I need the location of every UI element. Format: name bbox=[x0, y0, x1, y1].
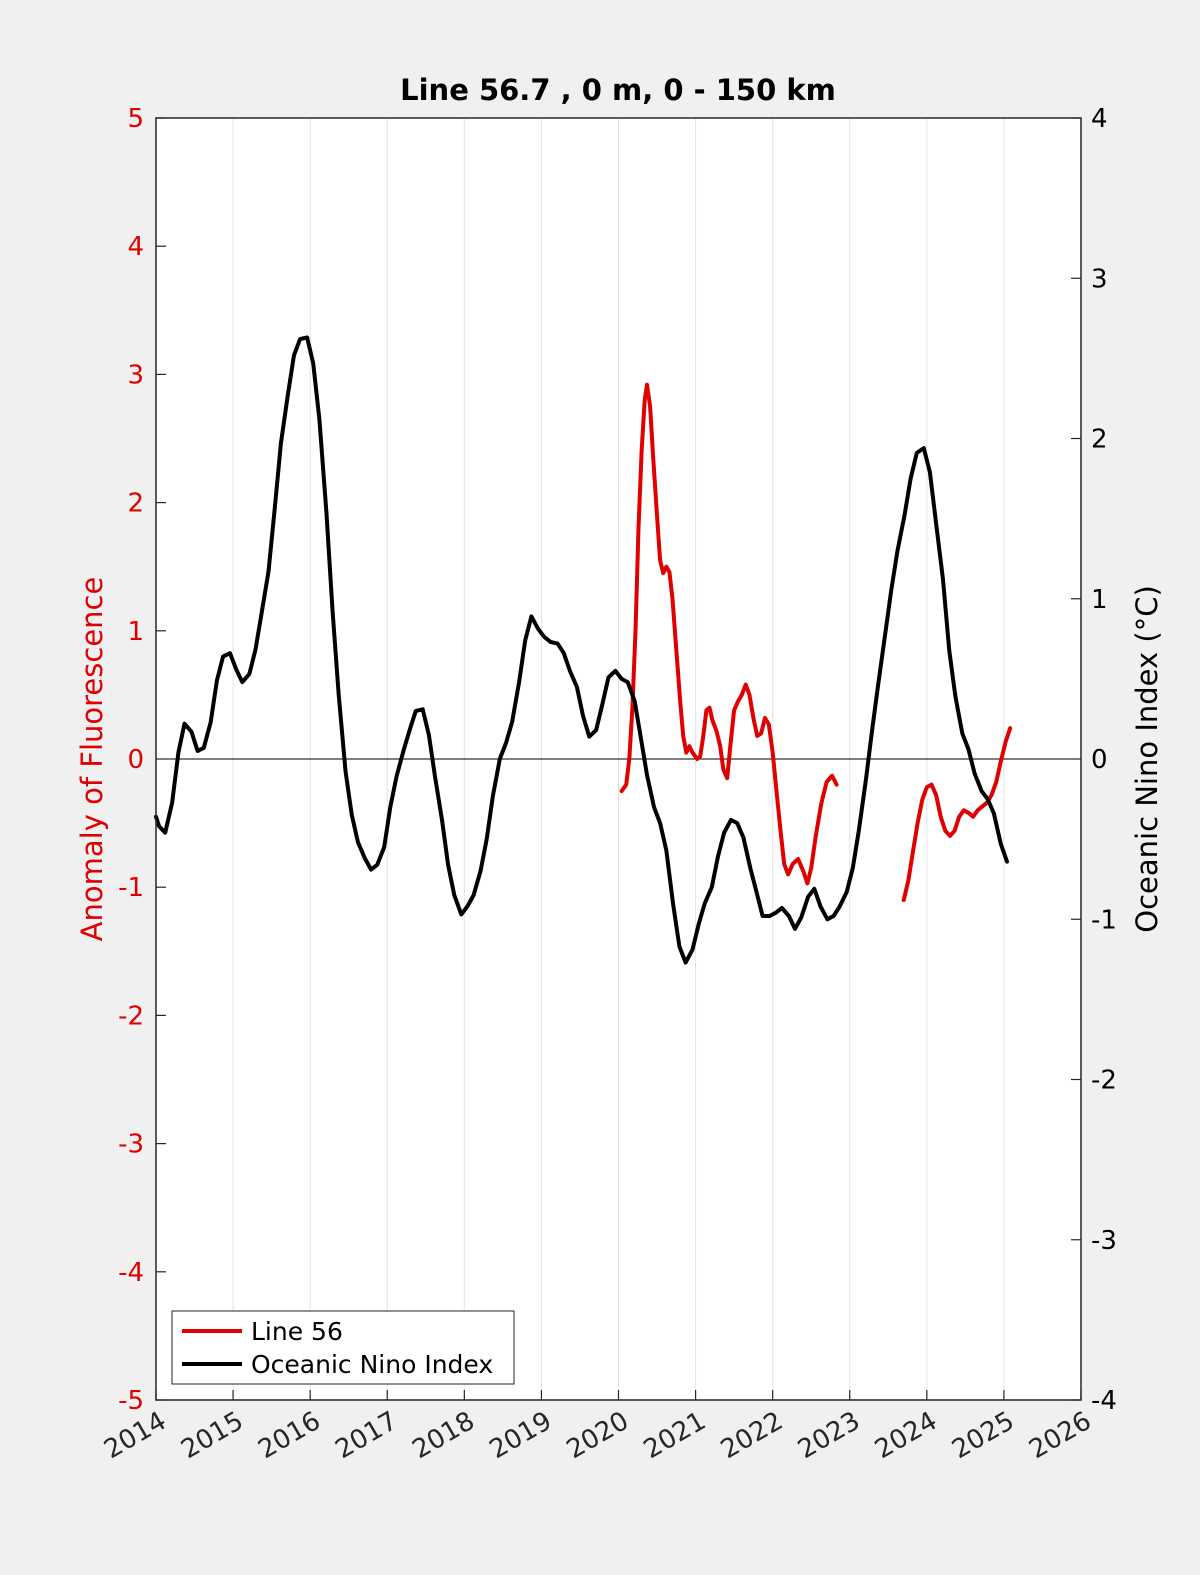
right-tick-label--4: -4 bbox=[1091, 1386, 1117, 1416]
legend: Line 56 Oceanic Nino Index bbox=[171, 1310, 515, 1385]
left-tick-label-3: 3 bbox=[127, 360, 144, 390]
right-tick-label--3: -3 bbox=[1091, 1226, 1117, 1256]
right-tick-label-3: 3 bbox=[1091, 264, 1108, 294]
legend-label-line-56: Line 56 bbox=[251, 1317, 343, 1346]
series-line-line-56-1 bbox=[901, 726, 1013, 902]
right-tick-label-4: 4 bbox=[1091, 104, 1108, 134]
series-lines bbox=[154, 335, 1013, 965]
legend-box bbox=[171, 1310, 515, 1385]
right-tick-label-1: 1 bbox=[1091, 585, 1108, 615]
left-tick-label-1: 1 bbox=[127, 617, 144, 647]
left-tick-label-0: 0 bbox=[127, 745, 144, 775]
left-tick-label--5: -5 bbox=[118, 1386, 144, 1416]
right-tick-label--1: -1 bbox=[1091, 905, 1117, 935]
left-tick-label-2: 2 bbox=[127, 489, 144, 519]
right-axis-title: Oceanic Nino Index (°C) bbox=[1130, 585, 1164, 933]
chart-title: Line 56.7 , 0 m, 0 - 150 km bbox=[400, 73, 836, 107]
legend-label-oceanic-nino-index: Oceanic Nino Index bbox=[251, 1350, 493, 1379]
left-tick-label--2: -2 bbox=[118, 1001, 144, 1031]
series-line-line-56-0 bbox=[619, 382, 839, 886]
right-tick-label-0: 0 bbox=[1091, 745, 1108, 775]
left-axis-title: Anomaly of Fluorescence bbox=[75, 577, 109, 942]
left-tick-label--1: -1 bbox=[118, 873, 144, 903]
right-tick-label-2: 2 bbox=[1091, 425, 1108, 455]
left-tick-label--4: -4 bbox=[118, 1258, 144, 1288]
series-line-oceanic-nino-index-0 bbox=[154, 335, 1009, 965]
right-tick-label--2: -2 bbox=[1091, 1066, 1117, 1096]
left-tick-label-5: 5 bbox=[127, 104, 144, 134]
left-tick-label--3: -3 bbox=[118, 1130, 144, 1160]
left-tick-label-4: 4 bbox=[127, 232, 144, 262]
